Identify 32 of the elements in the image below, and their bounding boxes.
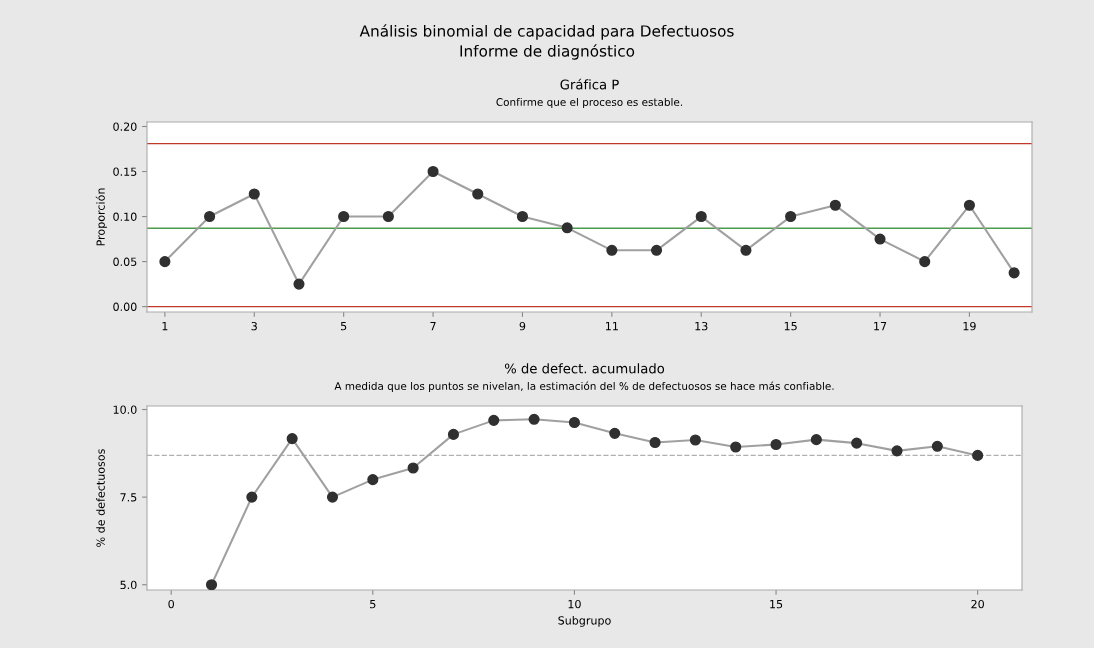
x-tick-label: 1 <box>162 322 168 331</box>
x-axis-title: Subgrupo <box>558 616 611 627</box>
y-axis-title: % de defectuosos <box>96 449 105 547</box>
x-tick-label: 11 <box>606 322 618 331</box>
y-tick-label: 10.0 <box>113 405 137 414</box>
text: Análisis binomial de capacidad para Defectuosos <box>359 24 734 40</box>
text: Informe de diagnóstico <box>460 44 635 60</box>
y-tick-label: 0.00 <box>113 302 137 311</box>
x-tick-label: 9 <box>519 321 526 331</box>
y-tick-label: 0.05 <box>113 257 137 266</box>
x-tick-label: 0 <box>168 599 174 609</box>
x-tick-label: 17 <box>874 322 887 331</box>
x-tick-label: 3 <box>251 321 257 331</box>
y-tick-label: 7.5 <box>120 493 137 502</box>
chart-title: Gráfica P <box>560 78 619 90</box>
chart-subtitle: Confirme que el proceso es estable. <box>496 97 683 108</box>
x-tick-label: 5 <box>340 322 347 331</box>
x-tick-label: 19 <box>963 321 976 331</box>
x-tick-label: 20 <box>971 599 984 609</box>
x-tick-label: 13 <box>695 321 708 331</box>
chart-subtitle: A medida que los puntos se nivelan, la estimación del % de defectuosos se hace más confiable. <box>334 381 834 392</box>
x-tick-label: 15 <box>784 322 797 331</box>
y-axis-title: Proporción <box>95 188 107 246</box>
x-tick-label: 5 <box>370 600 376 609</box>
y-tick-label: 0.10 <box>113 212 137 221</box>
y-tick-label: 0.15 <box>113 167 137 176</box>
y-tick-label: 5.0 <box>120 580 137 590</box>
x-tick-label: 10 <box>568 599 581 609</box>
x-tick-label: 15 <box>770 600 783 609</box>
y-tick-label: 0.20 <box>113 122 137 131</box>
x-tick-label: 7 <box>430 322 436 331</box>
chart-title: % de defect. acumulado <box>504 363 665 374</box>
